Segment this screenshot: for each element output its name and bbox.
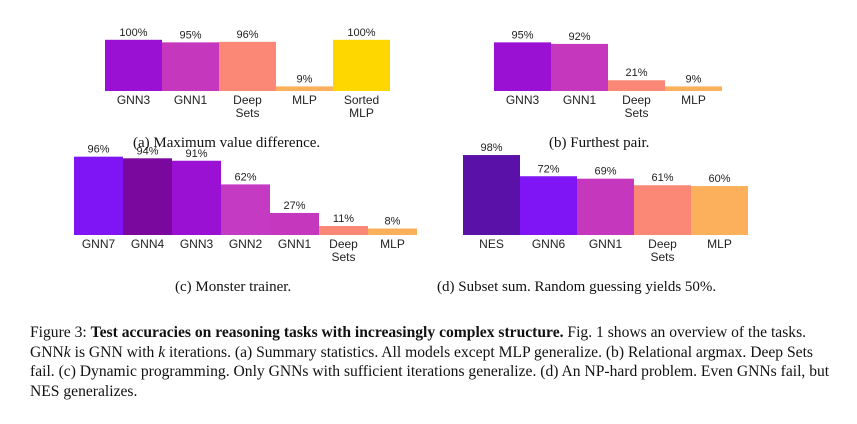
value-label-c-gnn1: 27% <box>283 200 305 212</box>
category-label-b-gnn3: GNN3 <box>506 93 540 107</box>
bar-a-deep-sets <box>219 41 276 91</box>
value-label-a-deep-sets: 96% <box>236 29 258 41</box>
value-label-c-deep-sets: 11% <box>333 213 354 225</box>
bar-c-gnn4 <box>123 158 172 235</box>
figure-caption-text-3: iterations. (a) Summary statistics. All … <box>30 343 830 400</box>
category-label-a-gnn3: GNN3 <box>117 93 151 107</box>
category-label-a-mlp: MLP <box>292 93 317 107</box>
value-label-a-sorted-mlp: 100% <box>347 27 375 39</box>
caption-b: (b) Furthest pair. <box>549 135 650 151</box>
bar-a-mlp <box>276 86 333 91</box>
bar-d-gnn1 <box>577 178 634 235</box>
category-label-a-gnn1: GNN1 <box>174 93 208 107</box>
category-label-c-gnn3: GNN3 <box>180 237 214 251</box>
figure-caption-k-1: k <box>63 343 71 361</box>
category-label-d-mlp: MLP <box>707 237 732 251</box>
value-label-d-nes: 98% <box>480 142 502 154</box>
figure-caption-k-2: k <box>158 343 166 361</box>
value-label-a-gnn1: 95% <box>179 29 201 41</box>
category-label-d-gnn1: GNN1 <box>589 237 623 251</box>
category-label-c-deep-sets-line2: Sets <box>331 250 355 264</box>
value-label-b-deep-sets: 21% <box>625 67 647 79</box>
value-label-b-mlp: 9% <box>686 73 702 85</box>
caption-c: (c) Monster trainer. <box>175 279 292 295</box>
bar-b-mlp <box>665 86 722 91</box>
value-label-d-gnn6: 72% <box>537 163 559 175</box>
chart-panel-c: 96% GNN7 94% GNN4 91% GNN3 62% GNN2 27% GNN1 11% De… <box>74 144 419 274</box>
value-label-a-gnn3: 100% <box>119 27 147 39</box>
category-label-c-gnn7: GNN7 <box>82 237 116 251</box>
value-label-b-gnn1: 92% <box>568 31 590 43</box>
bar-d-mlp <box>691 186 748 235</box>
bar-c-gnn7 <box>74 156 123 235</box>
bar-c-mlp <box>368 228 417 235</box>
category-label-c-gnn2: GNN2 <box>229 237 263 251</box>
category-label-a-deep-sets-line2: Sets <box>235 106 259 120</box>
value-label-d-mlp: 60% <box>708 173 730 185</box>
caption-d: (d) Subset sum. Random guessing yields 5… <box>437 279 717 295</box>
bar-b-deep-sets <box>608 80 665 91</box>
value-label-d-gnn1: 69% <box>594 166 616 178</box>
category-label-c-deep-sets-line1: Deep <box>329 237 358 251</box>
category-label-c-mlp: MLP <box>380 237 405 251</box>
category-label-a-deep-sets-line1: Deep <box>233 93 262 107</box>
chart-panel-a: 100% GNN3 95% GNN1 96% Deep Sets 9% MLP 100% Sorte… <box>105 20 390 130</box>
chart-panel-d: 98% NES 72% GNN6 69% GNN1 61% Deep Sets 60% MLP <box>463 142 753 274</box>
figure-caption-text-2: is GNN with <box>70 343 159 361</box>
value-label-c-gnn7: 96% <box>87 144 109 156</box>
category-label-c-gnn1: GNN1 <box>278 237 312 251</box>
bar-c-gnn1 <box>270 212 319 235</box>
value-label-c-gnn3: 91% <box>185 148 207 160</box>
value-label-c-gnn2: 62% <box>234 171 256 183</box>
category-label-b-mlp: MLP <box>681 93 706 107</box>
value-label-a-mlp: 9% <box>297 73 313 85</box>
category-label-b-deep-sets-line1: Deep <box>622 93 651 107</box>
value-label-c-mlp: 8% <box>385 215 401 227</box>
bar-d-nes <box>463 155 520 235</box>
category-label-b-deep-sets-line2: Sets <box>624 106 648 120</box>
bar-d-deep-sets <box>634 185 691 235</box>
bar-c-gnn3 <box>172 160 221 235</box>
category-label-b-gnn1: GNN1 <box>563 93 597 107</box>
category-label-d-deep-sets-line2: Sets <box>650 250 674 264</box>
bar-a-sorted-mlp <box>333 39 390 91</box>
category-label-a-sorted-mlp-line1: Sorted <box>344 93 379 107</box>
bar-chart-c: 96% GNN7 94% GNN4 91% GNN3 62% GNN2 27% GNN1 11% De… <box>74 144 417 264</box>
category-label-d-nes: NES <box>479 237 504 251</box>
figure-caption-text-1: Fig. 1 shows an overview of the tasks. G… <box>30 324 807 361</box>
category-label-d-deep-sets-line1: Deep <box>648 237 677 251</box>
bar-b-gnn3 <box>494 42 551 91</box>
bar-a-gnn3 <box>105 39 162 91</box>
chart-panel-b: 95% GNN3 92% GNN1 21% Deep Sets 9% MLP <box>494 20 724 130</box>
category-label-a-sorted-mlp-line2: MLP <box>349 106 374 120</box>
category-label-d-gnn6: GNN6 <box>532 237 566 251</box>
caption-a: (a) Maximum value difference. <box>133 135 321 151</box>
bar-a-gnn1 <box>162 42 219 91</box>
bar-d-gnn6 <box>520 176 577 235</box>
value-label-c-gnn4: 94% <box>136 145 158 157</box>
bar-b-gnn1 <box>551 43 608 91</box>
figure-label: Figure 3: <box>30 324 87 341</box>
figure-caption: Figure 3: Test accuracies on reasoning t… <box>30 323 830 401</box>
value-label-b-gnn3: 95% <box>511 29 533 41</box>
value-label-d-deep-sets: 61% <box>651 172 673 184</box>
category-label-c-gnn4: GNN4 <box>131 237 165 251</box>
figure-caption-bold: Test accuracies on reasoning tasks with … <box>90 324 564 341</box>
bar-c-deep-sets <box>319 226 368 235</box>
bar-c-gnn2 <box>221 184 270 235</box>
